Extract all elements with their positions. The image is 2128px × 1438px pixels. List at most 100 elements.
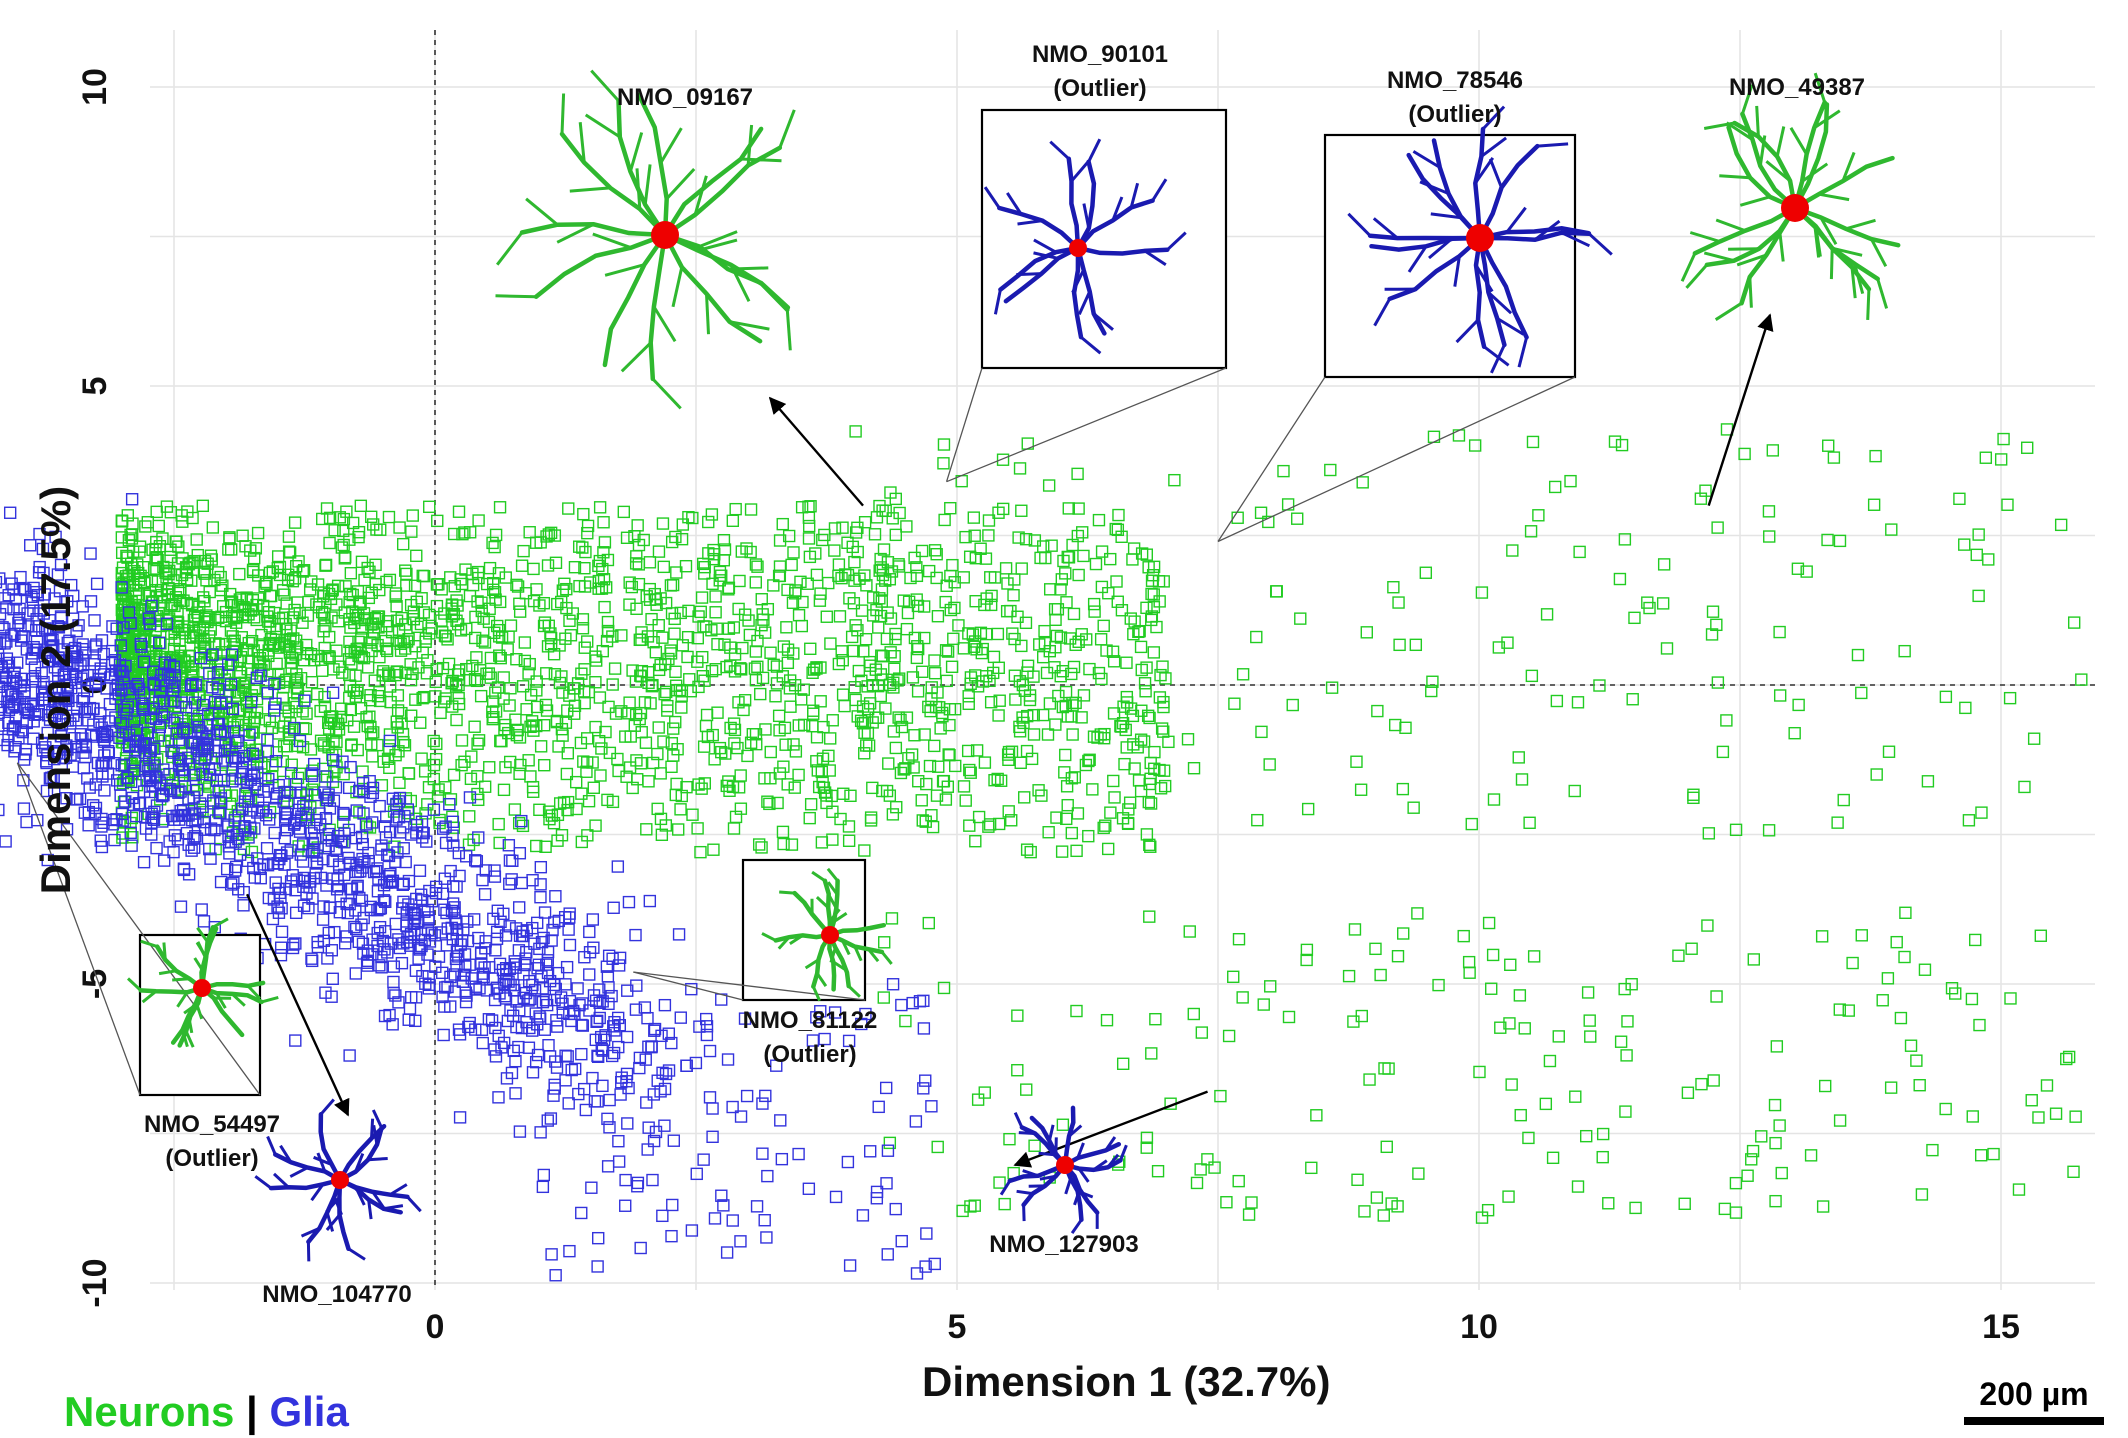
neuron-point [530, 839, 543, 853]
neuron-point [297, 722, 310, 735]
glia-point [302, 901, 315, 915]
neuron-point [302, 595, 315, 609]
neuron-point [692, 778, 705, 791]
neuron-point [717, 533, 731, 547]
glia-point [43, 650, 57, 664]
glia-point [269, 697, 282, 710]
neuron-point [1195, 1026, 1209, 1039]
neuron-point [1773, 625, 1786, 639]
glia-point [551, 966, 565, 980]
neuron-point [523, 526, 536, 539]
glia-point [175, 809, 189, 822]
glia-point [41, 709, 55, 722]
glia-point [490, 981, 504, 994]
neuron-point [502, 726, 515, 740]
neuron-point [558, 577, 571, 591]
glia-point [611, 860, 625, 873]
glia-point [420, 835, 433, 848]
neuron-point [263, 636, 276, 650]
glia-point [137, 785, 151, 798]
glia-point [373, 799, 386, 813]
neuron-point [1380, 1140, 1393, 1154]
neuron-point [431, 514, 444, 528]
glia-point [167, 694, 180, 708]
neuron-point [864, 811, 878, 824]
glia-point [453, 1028, 467, 1041]
neuron-point [802, 511, 816, 524]
neuron-point [1614, 1035, 1628, 1048]
neuron-point [458, 755, 471, 768]
neuron-point [1251, 813, 1264, 827]
glia-point [136, 701, 149, 715]
glia-point [150, 841, 163, 855]
neuron-point [787, 738, 800, 751]
glia-point [647, 1134, 661, 1148]
neuron-point [125, 532, 139, 545]
neuron-point [596, 562, 609, 576]
glia-point [60, 739, 73, 752]
neuron-point [734, 662, 747, 675]
neuron-point [1033, 638, 1046, 651]
neuron-point [680, 780, 693, 794]
glia-point [449, 952, 463, 966]
neuron-point [478, 636, 492, 649]
neuron-point [772, 569, 786, 583]
neuron-point [947, 632, 960, 646]
glia-point [150, 799, 164, 812]
glia-point [337, 806, 350, 820]
neuron-point [1523, 816, 1536, 829]
glia-point [72, 619, 85, 632]
neuron-point [858, 569, 871, 582]
glia-point [462, 1020, 475, 1034]
glia-point [393, 941, 407, 955]
neuron-point [928, 739, 941, 753]
glia-point [189, 678, 202, 692]
NMO_09167-morphology [495, 69, 796, 410]
neuron-point [1707, 1074, 1720, 1087]
glia-point [526, 874, 539, 887]
glia-point [726, 1214, 739, 1227]
glia-point [374, 901, 388, 915]
neuron-point [1151, 1164, 1165, 1178]
glia-point [545, 1248, 558, 1261]
glia-point [184, 679, 198, 693]
neuron-point [1060, 596, 1073, 609]
neuron-point [504, 682, 517, 695]
neuron-point [1407, 801, 1420, 814]
glia-point [447, 880, 460, 893]
glia-point [179, 700, 193, 714]
neuron-point [1067, 607, 1081, 621]
neuron-point [1144, 840, 1157, 853]
glia-point [261, 733, 274, 747]
neuron-point [1350, 755, 1363, 768]
neuron-point [1833, 534, 1847, 548]
glia-point [197, 815, 211, 829]
glia-point [145, 599, 158, 613]
glia-point [306, 845, 319, 859]
neuron-point [1065, 667, 1078, 681]
neuron-point [291, 771, 305, 785]
neuron-point [361, 661, 375, 674]
neuron-point [1596, 1150, 1609, 1164]
neuron-point [219, 637, 232, 651]
neuron-point [863, 697, 877, 710]
neuron-point [1067, 660, 1081, 674]
inset-box-NMO_78546 [1323, 133, 1577, 379]
glia-point [259, 809, 273, 822]
neuron-point [364, 720, 377, 734]
glia-point [40, 756, 53, 770]
neuron-point [698, 560, 711, 574]
neuron-point [1075, 711, 1088, 724]
glia-point [465, 972, 478, 985]
glia-point [61, 714, 74, 727]
neuron-point [1156, 660, 1169, 673]
glia-point [192, 720, 205, 734]
neuron-point [314, 734, 328, 747]
neuron-point [828, 544, 841, 557]
neuron-point [512, 816, 526, 830]
neuron-point [1869, 449, 1882, 463]
neuron-point [781, 583, 794, 597]
neuron-point [1236, 668, 1250, 681]
neuron-point [1672, 949, 1685, 962]
neuron-point [866, 781, 879, 795]
